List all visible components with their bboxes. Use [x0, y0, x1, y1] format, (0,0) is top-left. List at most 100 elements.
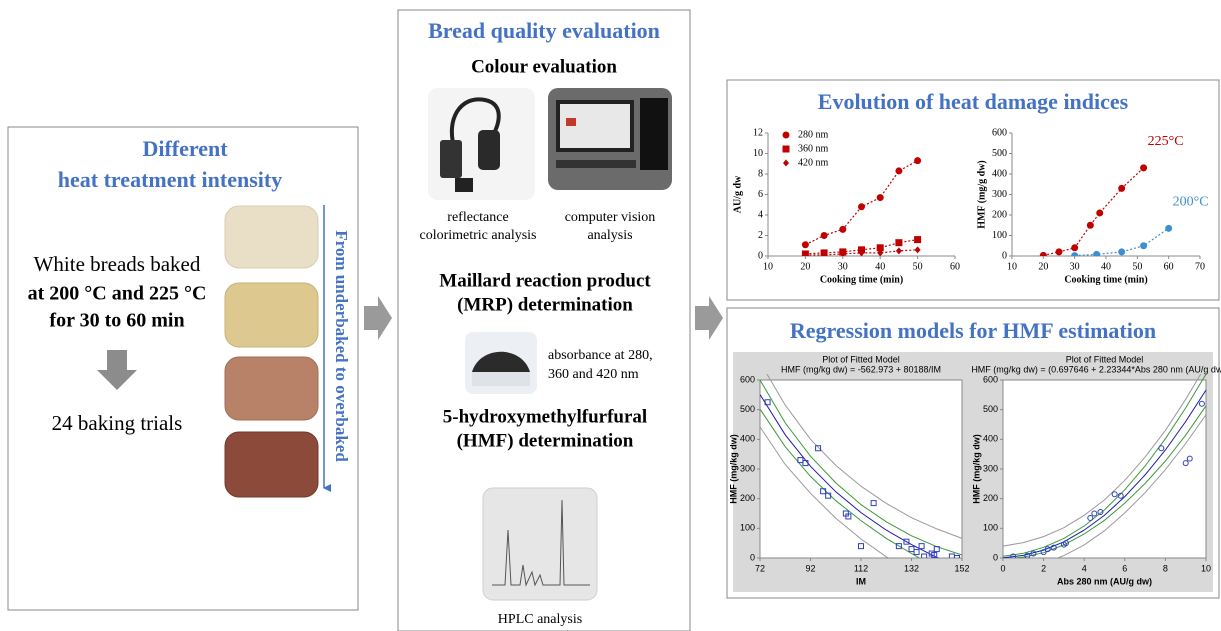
bread-image	[225, 283, 318, 347]
x-tick-label: 20	[1038, 261, 1048, 272]
x-tick-label: 30	[1070, 261, 1080, 272]
x-tick-label: 20	[800, 261, 810, 272]
legend-marker	[783, 132, 790, 139]
x-tick-label: 4	[1082, 563, 1087, 573]
section-heading: (HMF) determination	[457, 430, 634, 451]
chart-title: Plot of Fitted Model	[822, 354, 900, 364]
graphical-abstract: Different heat treatment intensity White…	[0, 0, 1221, 631]
chart-subtitle: HMF (mg/kg dw) = (0.697646 + 2.23344*Abs…	[971, 364, 1221, 374]
x-tick-label: 40	[875, 261, 885, 272]
y-tick-label: 100	[992, 230, 1007, 241]
panel-title: Bread quality evaluation	[428, 18, 660, 43]
spectrophotometer-image	[465, 332, 537, 394]
point	[1140, 242, 1147, 249]
legend-label: 280 nm	[798, 129, 829, 140]
y-tick-label: 8	[758, 168, 763, 179]
caption: analysis	[587, 228, 632, 243]
x-tick-label: 10	[1201, 563, 1211, 573]
panel-title: Evolution of heat damage indices	[818, 89, 1129, 114]
y-tick-label: 500	[992, 148, 1007, 159]
y-tick-label: 100	[740, 523, 755, 533]
x-tick-label: 10	[1007, 261, 1017, 272]
panel-title: heat treatment intensity	[58, 167, 282, 192]
right-arrow	[695, 296, 723, 340]
x-tick-label: 10	[763, 261, 773, 272]
y-tick-label: 0	[758, 250, 763, 261]
right-arrow	[364, 296, 392, 340]
y-tick-label: 500	[983, 404, 998, 414]
y-axis-label: HMF (mg/kg dw)	[728, 434, 738, 504]
point	[895, 239, 902, 246]
section-heading: Maillard reaction product	[439, 270, 651, 291]
y-tick-label: 100	[983, 523, 998, 533]
y-tick-label: 300	[740, 463, 755, 473]
chart-title: Plot of Fitted Model	[1066, 354, 1144, 364]
bread-image	[225, 206, 318, 268]
bread-image	[225, 357, 318, 420]
y-tick-label: 2	[758, 230, 763, 241]
panel-title: Regression models for HMF estimation	[790, 318, 1156, 343]
caption: reflectance	[447, 210, 508, 225]
x-tick-label: 70	[1195, 261, 1205, 272]
x-tick-label: 60	[1164, 261, 1174, 272]
y-tick-label: 500	[740, 404, 755, 414]
x-axis-label: Cooking time (min)	[1064, 274, 1147, 285]
side-label: From underbaked to overbaked	[332, 230, 351, 462]
y-tick-label: 0	[750, 552, 755, 562]
point	[1165, 225, 1172, 232]
x-tick-label: 40	[1101, 261, 1111, 272]
point	[1096, 209, 1103, 216]
x-tick-label: 60	[950, 261, 960, 272]
caption: colorimetric analysis	[419, 228, 536, 243]
x-axis-label: Cooking time (min)	[820, 274, 903, 285]
x-axis-label: IM	[856, 576, 866, 586]
x-tick-label: 92	[805, 563, 815, 573]
y-axis-label: HMF (mg/kg dw)	[971, 434, 981, 504]
y-tick-label: 6	[758, 189, 763, 200]
point	[1087, 222, 1094, 229]
point	[1118, 185, 1125, 192]
colorimeter-image	[428, 88, 535, 200]
result: 24 baking trials	[52, 411, 183, 435]
x-tick-label: 152	[954, 563, 969, 573]
y-tick-label: 300	[992, 189, 1007, 200]
point	[1056, 248, 1063, 255]
y-tick-label: 600	[983, 374, 998, 384]
y-tick-label: 10	[753, 148, 763, 159]
x-axis-label: Abs 280 nm (AU/g dw)	[1057, 576, 1152, 586]
y-axis-label: AU/g dw	[732, 175, 743, 213]
legend-label: 420 nm	[798, 157, 829, 168]
description: at 200 °C and 225 °C	[28, 283, 207, 305]
point	[895, 167, 902, 174]
point	[802, 241, 809, 248]
x-tick-label: 6	[1122, 563, 1127, 573]
x-tick-label: 50	[913, 261, 923, 272]
bread-image	[225, 432, 318, 497]
legend-label: 360 nm	[798, 143, 829, 154]
computer-vision-image	[548, 88, 672, 190]
y-tick-label: 400	[983, 434, 998, 444]
y-tick-label: 300	[983, 463, 998, 473]
legend-marker	[783, 146, 790, 153]
x-tick-label: 0	[1000, 563, 1005, 573]
point	[877, 194, 884, 201]
y-tick-label: 0	[993, 552, 998, 562]
point	[1118, 248, 1125, 255]
section-heading: (MRP) determination	[457, 294, 633, 315]
point	[914, 157, 921, 164]
caption: absorbance at 280,	[548, 348, 653, 363]
series-label: 225°C	[1148, 134, 1184, 149]
point	[858, 203, 865, 210]
plot-area	[760, 380, 962, 558]
y-tick-label: 600	[740, 374, 755, 384]
point	[1071, 244, 1078, 251]
point	[914, 236, 921, 243]
panel-title: Different	[142, 136, 228, 161]
x-tick-label: 30	[838, 261, 848, 272]
x-tick-label: 8	[1163, 563, 1168, 573]
caption: computer vision	[565, 210, 656, 225]
section-heading: 5-hydroxymethylfurfural	[443, 406, 647, 427]
description: White breads baked	[34, 252, 201, 276]
y-tick-label: 4	[758, 209, 763, 220]
y-tick-label: 200	[983, 493, 998, 503]
